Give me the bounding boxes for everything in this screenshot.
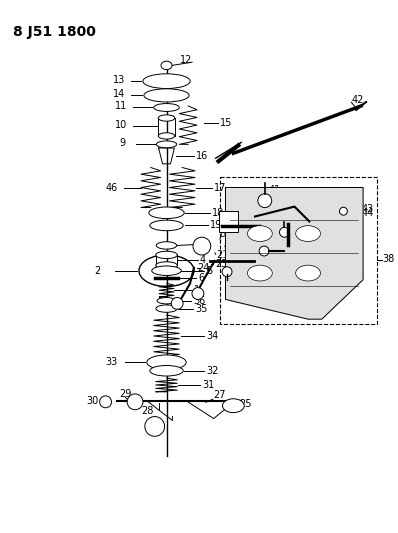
Circle shape — [100, 396, 111, 408]
Text: 38: 38 — [383, 254, 395, 264]
Text: 10: 10 — [115, 120, 128, 131]
Text: 37: 37 — [224, 259, 236, 269]
Circle shape — [145, 417, 165, 437]
Text: 23: 23 — [216, 259, 228, 269]
Bar — [220, 177, 377, 325]
Ellipse shape — [147, 355, 186, 370]
Circle shape — [339, 207, 347, 215]
Circle shape — [279, 228, 289, 237]
Ellipse shape — [156, 251, 178, 259]
Ellipse shape — [158, 115, 175, 121]
Ellipse shape — [158, 133, 175, 139]
Ellipse shape — [296, 225, 320, 241]
Circle shape — [171, 297, 183, 309]
Text: 46: 46 — [105, 182, 118, 192]
Text: 7: 7 — [227, 237, 234, 247]
Text: 30: 30 — [86, 396, 98, 406]
Text: 45: 45 — [289, 229, 301, 239]
Ellipse shape — [161, 61, 172, 70]
Text: 31: 31 — [202, 380, 214, 390]
Text: 3: 3 — [200, 238, 206, 248]
Text: 9: 9 — [119, 138, 125, 148]
Text: 19: 19 — [210, 221, 222, 230]
Text: 2: 2 — [94, 266, 100, 276]
Ellipse shape — [150, 220, 183, 231]
Text: 21: 21 — [216, 250, 228, 260]
FancyBboxPatch shape — [219, 211, 238, 232]
Polygon shape — [226, 188, 363, 319]
Text: 39: 39 — [291, 238, 302, 248]
Text: 35: 35 — [195, 304, 207, 313]
Circle shape — [192, 288, 204, 300]
Ellipse shape — [156, 262, 178, 269]
Text: 6: 6 — [198, 273, 204, 283]
Text: 28: 28 — [141, 406, 153, 416]
Text: 40: 40 — [243, 214, 256, 224]
Text: 41: 41 — [269, 185, 281, 195]
Text: 11: 11 — [115, 101, 128, 111]
Text: 24: 24 — [197, 263, 210, 273]
Ellipse shape — [248, 225, 272, 241]
Ellipse shape — [144, 89, 189, 102]
Text: 18: 18 — [212, 208, 224, 218]
Text: 5: 5 — [206, 266, 212, 276]
Text: 33: 33 — [105, 357, 118, 367]
Circle shape — [222, 267, 232, 277]
Text: 44: 44 — [361, 208, 373, 218]
Text: 26: 26 — [151, 425, 163, 435]
Circle shape — [127, 394, 143, 410]
Text: 34: 34 — [206, 331, 218, 341]
Ellipse shape — [248, 265, 272, 281]
Ellipse shape — [150, 366, 183, 376]
Text: 16: 16 — [196, 151, 208, 161]
Circle shape — [259, 246, 269, 256]
Text: 27: 27 — [214, 391, 226, 400]
Text: 12: 12 — [180, 55, 193, 65]
Ellipse shape — [154, 103, 179, 111]
Text: 43: 43 — [361, 204, 373, 214]
Circle shape — [258, 194, 272, 207]
Text: 14: 14 — [113, 89, 126, 99]
FancyBboxPatch shape — [240, 192, 352, 232]
Text: 22: 22 — [194, 245, 207, 255]
Text: 17: 17 — [214, 182, 226, 192]
Ellipse shape — [222, 399, 244, 413]
Ellipse shape — [143, 74, 190, 88]
Text: 8 J51 1800: 8 J51 1800 — [13, 25, 96, 39]
Text: 1: 1 — [194, 285, 200, 295]
Text: 20: 20 — [243, 245, 256, 255]
Circle shape — [193, 237, 211, 255]
Ellipse shape — [156, 305, 177, 312]
Text: 32: 32 — [206, 366, 218, 376]
Ellipse shape — [296, 265, 320, 281]
Ellipse shape — [157, 297, 176, 304]
Text: 29: 29 — [119, 390, 132, 399]
Text: 42: 42 — [351, 94, 364, 104]
Ellipse shape — [156, 242, 177, 249]
Ellipse shape — [156, 141, 177, 148]
Text: 25: 25 — [239, 399, 252, 409]
Text: 8: 8 — [220, 229, 226, 239]
Text: 13: 13 — [113, 75, 126, 85]
Text: 36: 36 — [193, 296, 205, 306]
Text: 4: 4 — [200, 255, 206, 265]
Text: 15: 15 — [220, 118, 232, 128]
Ellipse shape — [149, 207, 184, 219]
Ellipse shape — [152, 266, 181, 276]
